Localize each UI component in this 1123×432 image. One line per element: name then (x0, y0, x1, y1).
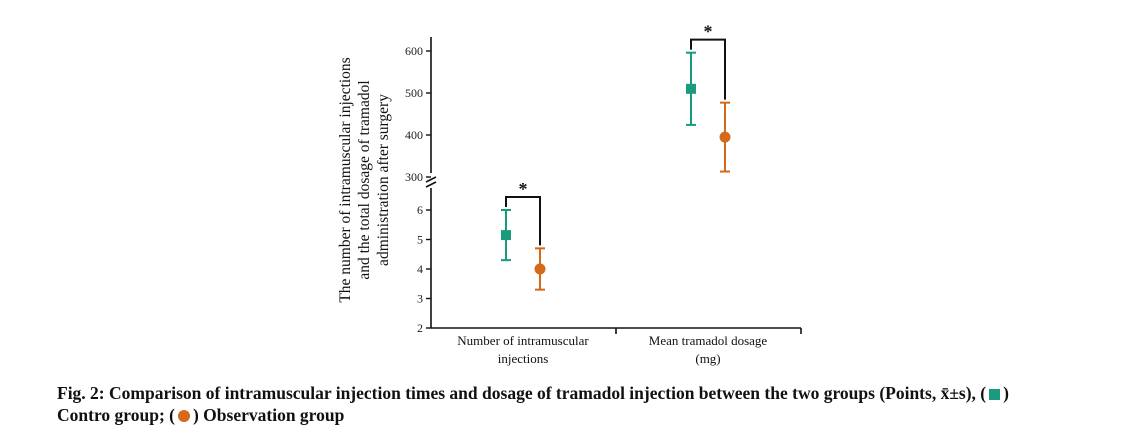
significance-star: * (519, 179, 528, 199)
y-tick-label: 3 (417, 292, 423, 306)
y-tick-label: 300 (405, 170, 423, 184)
y-tick-label: 600 (405, 44, 423, 58)
y-tick-label: 400 (405, 128, 423, 142)
observation-point-marker (719, 131, 731, 143)
y-axis-label-line: and the total dosage of tramadol (356, 80, 373, 279)
observation-legend-circle-icon (177, 410, 190, 422)
significance-bracket (505, 196, 541, 246)
chart: 2 3 4 5 6 300 400 500 600 The number of intramusc… (337, 22, 802, 366)
category-label: Mean tramadol dosage (649, 333, 768, 348)
y-tick-label: 6 (417, 203, 423, 217)
caption-label: Fig. 2: (57, 383, 105, 403)
contro-point-marker (501, 230, 511, 241)
contro-point-marker (686, 83, 696, 94)
observation-point-marker (534, 263, 546, 275)
axis-break-mark (425, 181, 437, 188)
y-axis-label-line: administration after surgery (375, 94, 392, 266)
caption-text: Comparison of intramuscular injection ti… (109, 383, 987, 403)
caption-observation: ) Observation group (192, 405, 345, 425)
y-tick-label: 5 (417, 233, 423, 247)
figure-caption: Fig. 2: Comparison of intramuscular inje… (57, 382, 1097, 426)
contro-legend-square-icon (989, 389, 1001, 400)
category-label: injections (498, 351, 549, 366)
y-tick-label: 4 (417, 262, 423, 276)
significance-star: * (704, 22, 713, 42)
category-label: (mg) (695, 351, 720, 366)
y-tick-label: 2 (417, 321, 423, 335)
category-label: Number of intramuscular (457, 333, 589, 348)
caption-line2: Contro group; ( (57, 405, 175, 425)
y-tick-label: 500 (405, 86, 423, 100)
axis-break-mark (425, 176, 437, 183)
y-axis-label-line: The number of intramuscular injections (337, 57, 354, 302)
caption-close-paren: ) (1003, 383, 1009, 403)
significance-bracket (690, 38, 726, 100)
